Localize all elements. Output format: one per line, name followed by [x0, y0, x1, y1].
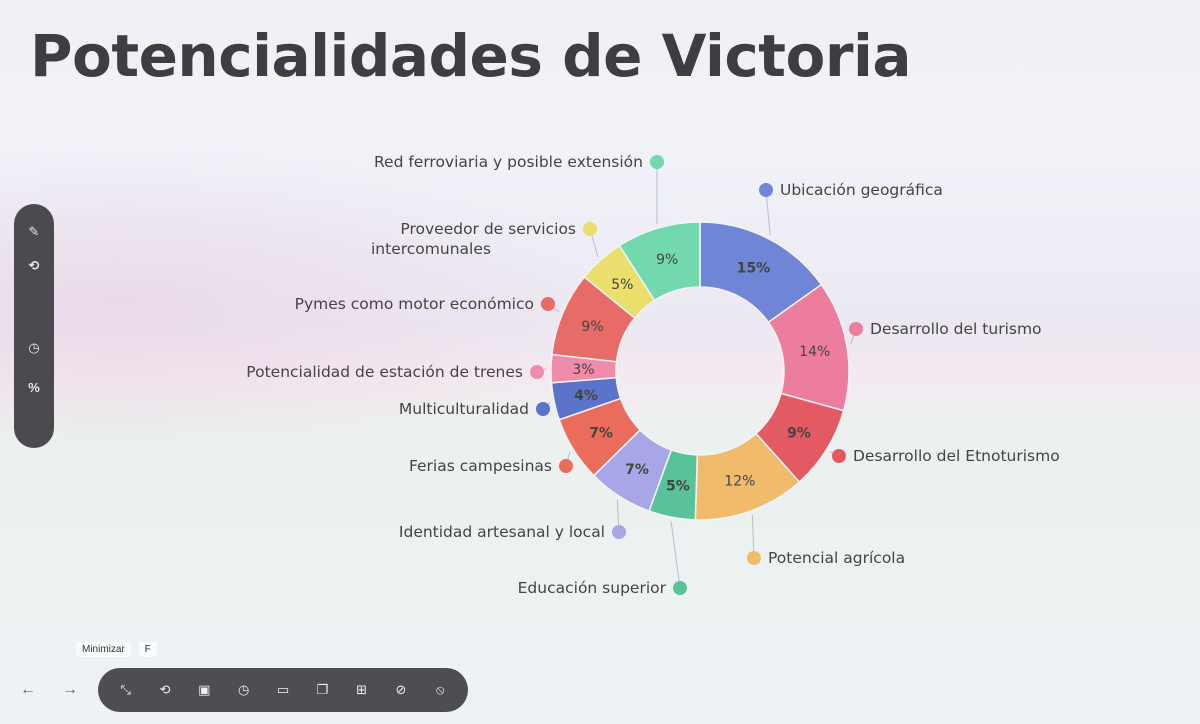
slides-icon[interactable]: ▣ [198, 682, 211, 697]
category-label: Desarrollo del Etnoturismo [853, 447, 1060, 465]
slice-percent-label: 9% [581, 319, 603, 335]
legend-dot [612, 525, 626, 539]
legend-dot [530, 365, 544, 379]
comment-icon[interactable]: ▭ [276, 682, 290, 697]
hide-icon[interactable]: ⊘ [395, 682, 407, 697]
pen-icon[interactable]: ✎ [28, 224, 40, 239]
donut-slice-12 [618, 221, 701, 302]
page-title: Potencialidades de Victoria [30, 22, 911, 90]
category-label: Red ferroviaria y posible extensión [374, 153, 643, 171]
category-label: Ubicación geográfica [780, 181, 943, 199]
presentation-toolbar: ⤡ ⟲ ▣ ◷ ▭ ❐ ⊞ ⊘ ⦸ [98, 668, 468, 712]
slice-percent-label: 15% [737, 260, 771, 276]
left-tool-rail: ✎ ⟲ ◷ % [14, 204, 54, 448]
legend-dot [559, 459, 573, 473]
slice-percent-label: 12% [724, 473, 755, 489]
block-icon[interactable]: ⦸ [436, 682, 445, 697]
refresh-icon[interactable]: ⟲ [28, 258, 40, 273]
leader-line [765, 189, 771, 236]
chat-icon[interactable]: ❐ [316, 682, 329, 697]
legend-dot [747, 551, 761, 565]
category-label: Desarrollo del turismo [870, 320, 1042, 338]
minimize-icon[interactable]: ⤡ [120, 682, 131, 697]
percent-icon[interactable]: % [28, 380, 40, 395]
legend-dot [673, 581, 687, 595]
category-label: Pymes como motor económico [295, 295, 534, 313]
minimize-tooltip: Minimizar F [76, 640, 157, 658]
legend-dot [583, 222, 597, 236]
slice-percent-label: 9% [787, 425, 811, 441]
next-slide-arrow-icon[interactable]: → [62, 681, 78, 698]
slice-percent-label: 5% [611, 277, 633, 293]
slice-percent-label: 9% [656, 252, 678, 268]
leader-line [751, 514, 755, 559]
category-label: Potencialidad de estación de trenes [246, 363, 523, 381]
slice-percent-label: 4% [574, 388, 598, 404]
refresh-icon[interactable]: ⟲ [159, 682, 171, 697]
slice-percent-label: 3% [572, 362, 594, 378]
slice-percent-label: 7% [625, 462, 649, 478]
legend-dot [541, 297, 555, 311]
grid-icon[interactable]: ⊞ [356, 682, 368, 697]
category-label: Ferias campesinas [409, 457, 552, 475]
legend-dot [650, 155, 664, 169]
tooltip-key: F [138, 641, 157, 657]
previous-slide-arrow-icon[interactable]: ← [20, 681, 36, 698]
slice-percent-label: 5% [666, 478, 690, 494]
category-label: Educación superior [518, 579, 667, 597]
category-label: Multiculturalidad [399, 400, 529, 418]
legend-dot [849, 322, 863, 336]
slice-percent-label: 7% [589, 425, 613, 441]
slice-percent-label: 14% [799, 344, 830, 360]
category-label: Proveedor de servicios intercomunales [371, 220, 576, 258]
tooltip-label: Minimizar [76, 641, 131, 657]
timer-icon[interactable]: ◷ [237, 682, 250, 697]
leader-line [670, 521, 681, 589]
category-label: Identidad artesanal y local [399, 523, 605, 541]
category-label: Potencial agrícola [768, 549, 905, 567]
legend-dot [759, 183, 773, 197]
legend-dot [832, 449, 846, 463]
timer-icon[interactable]: ◷ [28, 340, 40, 355]
legend-dot [536, 402, 550, 416]
